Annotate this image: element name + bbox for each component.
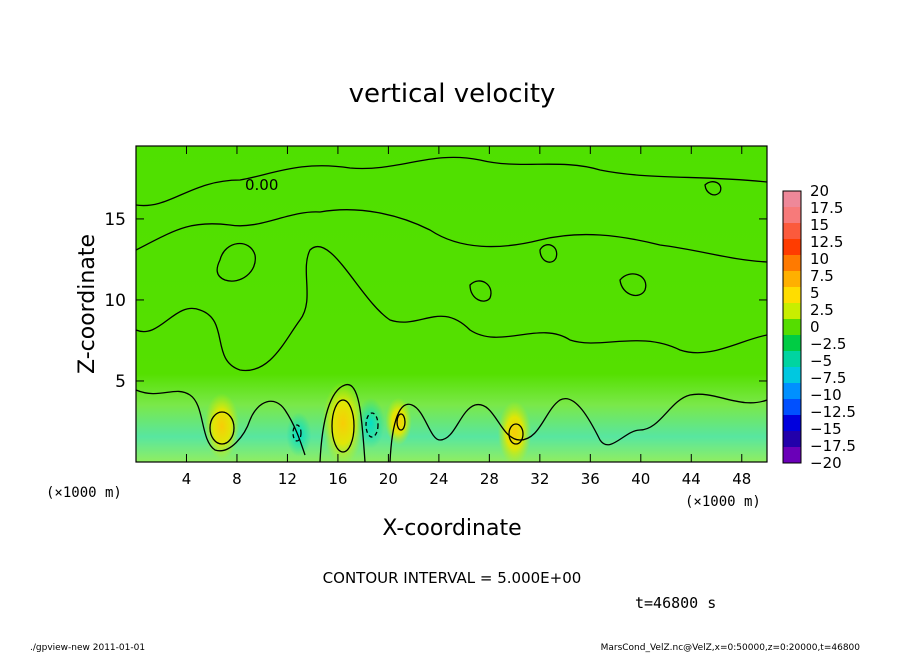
x-tick-label: 40 <box>631 470 650 488</box>
colorbar-label: 5 <box>810 284 820 302</box>
colorbar-swatch <box>783 415 801 432</box>
plot-frame <box>135 145 768 463</box>
x-tick-label: 20 <box>379 470 398 488</box>
x-tick-label: 28 <box>480 470 499 488</box>
x-tick-label: 44 <box>682 470 701 488</box>
colorbar-swatch <box>783 223 801 240</box>
contour-line <box>365 412 379 438</box>
contour-line <box>136 389 306 456</box>
time-label: t=46800 s <box>635 594 716 612</box>
x-tick-label: 24 <box>429 470 448 488</box>
contour-line <box>396 413 406 431</box>
contour-line <box>469 280 492 302</box>
colorbar-label: 7.5 <box>810 267 834 285</box>
footer-right: MarsCond_VelZ.nc@VelZ,x=0:50000,z=0:2000… <box>601 643 861 653</box>
colorbar-label: −15 <box>810 420 842 438</box>
x-tick-label: 12 <box>278 470 297 488</box>
colorbar-swatch <box>783 287 801 304</box>
x-tick-label: 8 <box>232 470 242 488</box>
downdraft-region-2 <box>356 397 385 449</box>
contour-line <box>389 393 767 462</box>
contour-line <box>508 423 524 445</box>
colorbar-swatch <box>783 399 801 416</box>
contour-line <box>292 424 302 442</box>
colorbar-label: −7.5 <box>810 369 846 387</box>
colorbar-swatch <box>783 367 801 384</box>
contour-line <box>209 411 235 445</box>
colorbar-label: −12.5 <box>810 403 856 421</box>
updraft-region-5 <box>497 401 532 462</box>
x-tick-label: 48 <box>732 470 751 488</box>
colorbar-swatch <box>783 191 801 208</box>
contour-line <box>704 181 722 196</box>
y-axis-unit: (×1000 m) <box>46 485 122 501</box>
colorbar-swatch <box>783 255 801 272</box>
footer-left: ./gpview-new 2011-01-01 <box>30 643 145 653</box>
colorbar-label: 0 <box>810 318 820 336</box>
colorbar-swatch <box>783 207 801 224</box>
contour-line <box>539 244 558 263</box>
colorbar-swatch <box>783 335 801 352</box>
colorbar-label: 2.5 <box>810 301 834 319</box>
chart-title: vertical velocity <box>349 79 556 109</box>
colorbar-label: 20 <box>810 182 829 200</box>
velocity-field <box>136 146 767 462</box>
contour-line <box>136 209 767 263</box>
x-tick-label: 36 <box>581 470 600 488</box>
contour-interval: CONTOUR INTERVAL = 5.000E+00 <box>323 569 582 587</box>
x-axis-unit: (×1000 m) <box>685 494 761 510</box>
colorbar-swatch <box>783 383 801 400</box>
colorbar-swatch <box>783 431 801 448</box>
colorbar-swatch <box>783 351 801 368</box>
contour-line <box>136 246 767 372</box>
colorbar-label: −5 <box>810 352 832 370</box>
colorbar-swatch <box>783 239 801 256</box>
x-tick-label: 4 <box>182 470 192 488</box>
colorbar-swatch <box>783 319 801 336</box>
y-axis-label: Z-coordinate <box>75 234 100 374</box>
colorbar-label: −20 <box>810 454 842 472</box>
updraft-region-1 <box>322 381 364 462</box>
contour-line <box>319 384 366 462</box>
colorbar-label: 12.5 <box>810 233 843 251</box>
contour-line <box>136 156 767 207</box>
updraft-region-4 <box>385 397 412 446</box>
contour-line <box>619 273 647 297</box>
colorbar-swatch <box>783 271 801 288</box>
colorbar-frame <box>782 190 802 464</box>
x-tick-label: 32 <box>530 470 549 488</box>
colorbar-label: −2.5 <box>810 335 846 353</box>
colorbar-label: 15 <box>810 216 829 234</box>
colorbar-swatch <box>783 303 801 320</box>
y-tick-label: 5 <box>115 372 126 392</box>
contour-label: 0.00 <box>245 176 278 194</box>
colorbar-swatch <box>783 447 801 464</box>
colorbar-label: −10 <box>810 386 842 404</box>
contour-line <box>331 399 355 453</box>
contour-line <box>216 242 256 282</box>
updraft-region-0 <box>204 393 240 460</box>
y-tick-label: 10 <box>104 291 126 311</box>
colorbar-label: 10 <box>810 250 829 268</box>
x-axis-label: X-coordinate <box>382 516 521 541</box>
colorbar-label: 17.5 <box>810 199 843 217</box>
colorbar-label: −17.5 <box>810 437 856 455</box>
colorbar: 2017.51512.5107.552.50−2.5−5−7.5−10−12.5… <box>782 182 856 472</box>
x-tick-label: 16 <box>328 470 347 488</box>
y-tick-label: 15 <box>104 210 126 230</box>
